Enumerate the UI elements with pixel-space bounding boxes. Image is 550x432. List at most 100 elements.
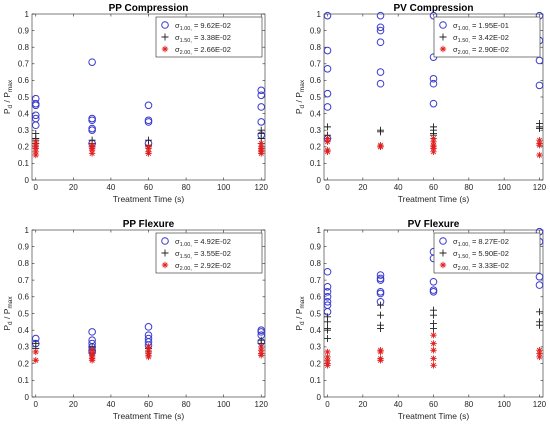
- data-point-star: [258, 352, 265, 359]
- y-tick-label: 0.5: [310, 93, 322, 102]
- data-point-star: [430, 362, 437, 369]
- data-point-circle: [88, 58, 96, 66]
- x-axis-label: Treatment Time (s): [398, 194, 470, 204]
- data-point-plus: [535, 125, 543, 133]
- data-point-plus: [535, 321, 543, 329]
- x-tick-label: 40: [106, 183, 115, 192]
- legend-entry: σ1.00, = 9.62E-02: [175, 21, 231, 32]
- data-point-star: [324, 348, 331, 356]
- y-tick-label: 0.3: [310, 126, 322, 135]
- data-point-plus: [324, 326, 332, 334]
- data-point-circle: [323, 64, 332, 73]
- legend-marker-star: [439, 261, 447, 269]
- y-tick-label: 0: [25, 393, 30, 402]
- y-tick-label: 0.6: [18, 293, 30, 302]
- chart-panel-3: PP Flexure 0 20 40 60 80 100 120 0 0.1 0.2 0.3 0.4 0.…: [2, 219, 268, 421]
- data-point-star: [324, 357, 331, 364]
- legend-marker-circle: [161, 237, 169, 245]
- chart-panel-4: PV Flexure 0 20 40 60 80 100 120 0 0.1 0.2 0.3 0.4 0.…: [294, 219, 547, 421]
- data-point-plus: [430, 325, 437, 333]
- data-point-star: [88, 150, 96, 157]
- data-point-star: [430, 347, 437, 354]
- y-tick-label: 0.2: [18, 359, 30, 368]
- y-tick-label: 1: [25, 10, 30, 19]
- data-point-circle: [376, 276, 385, 284]
- data-point-circle: [323, 287, 332, 296]
- legend-entry: σ1.00, = 4.92E-02: [175, 237, 231, 248]
- data-point-circle: [429, 287, 438, 296]
- y-tick-label: 0.8: [18, 43, 30, 52]
- legend-entry: σ2.00, = 3.33E-02: [453, 261, 509, 272]
- x-tick-label: 20: [358, 400, 367, 409]
- data-point-star: [324, 138, 331, 146]
- legend-marker-circle: [439, 237, 447, 245]
- data-point-star: [32, 348, 39, 356]
- legend-marker-circle: [161, 21, 169, 29]
- data-point-star: [377, 143, 384, 150]
- data-point-star: [32, 148, 39, 155]
- data-point-circle: [535, 81, 544, 90]
- data-point-circle: [429, 79, 438, 88]
- data-point-plus: [377, 128, 385, 136]
- data-point-circle: [323, 282, 332, 291]
- data-point-circle: [31, 101, 40, 110]
- data-point-plus: [377, 311, 385, 319]
- series-circle: [323, 227, 544, 316]
- data-point-star: [430, 355, 437, 362]
- data-point-plus: [324, 123, 332, 131]
- legend-marker-star: [161, 45, 169, 53]
- series-plus: [324, 301, 543, 343]
- x-tick-label: 20: [69, 400, 78, 409]
- data-point-circle: [323, 11, 332, 20]
- data-point-star: [88, 347, 96, 354]
- legend-entry: σ1.00, = 1.95E-01: [453, 21, 509, 32]
- y-tick-label: 0: [317, 176, 322, 185]
- data-point-star: [536, 141, 543, 149]
- data-point-star: [88, 357, 96, 364]
- y-tick-label: 0.1: [18, 159, 30, 168]
- legend-entry: σ1.00, = 8.27E-02: [453, 237, 509, 248]
- data-point-plus: [324, 318, 332, 326]
- data-point-circle: [323, 267, 332, 276]
- data-point-circle: [323, 89, 332, 98]
- x-tick-label: 100: [217, 400, 231, 409]
- data-point-star: [324, 148, 331, 155]
- legend-entry: σ2.00, = 2.92E-02: [175, 261, 231, 272]
- data-point-star: [430, 148, 437, 155]
- y-tick-label: 0.6: [18, 76, 30, 85]
- y-tick-label: 0.3: [18, 126, 30, 135]
- x-tick-label: 60: [144, 183, 153, 192]
- data-point-star: [430, 135, 437, 142]
- x-tick-label: 60: [144, 400, 153, 409]
- data-point-star: [258, 140, 265, 147]
- data-point-circle: [31, 121, 40, 130]
- legend-marker-star: [439, 45, 447, 53]
- legend-box: [155, 232, 263, 274]
- data-point-circle: [144, 101, 153, 110]
- y-tick-label: 0.7: [310, 60, 322, 69]
- legend-marker-circle: [439, 21, 447, 29]
- x-tick-label: 80: [182, 400, 191, 409]
- legend-entry: σ1.50, = 3.38E-02: [175, 33, 231, 44]
- data-point-star: [145, 145, 152, 152]
- y-tick-label: 0.5: [18, 93, 30, 102]
- data-point-circle: [88, 126, 96, 134]
- y-tick-label: 0.7: [310, 276, 322, 285]
- data-point-plus: [377, 301, 385, 309]
- data-point-star: [32, 145, 39, 152]
- legend-box: [433, 232, 541, 274]
- y-tick-label: 0.5: [310, 309, 322, 318]
- chart-title: PV Compression: [393, 3, 473, 14]
- data-point-star: [536, 347, 543, 354]
- data-point-star: [258, 347, 265, 354]
- data-point-plus: [430, 311, 437, 319]
- data-point-circle: [376, 23, 385, 32]
- data-point-circle: [88, 328, 96, 336]
- legend-box: [433, 16, 541, 58]
- x-axis-label: Treatment Time (s): [113, 194, 185, 204]
- chart-title: PP Flexure: [123, 219, 175, 230]
- y-tick-label: 0.7: [18, 60, 30, 69]
- data-point-star: [536, 136, 543, 144]
